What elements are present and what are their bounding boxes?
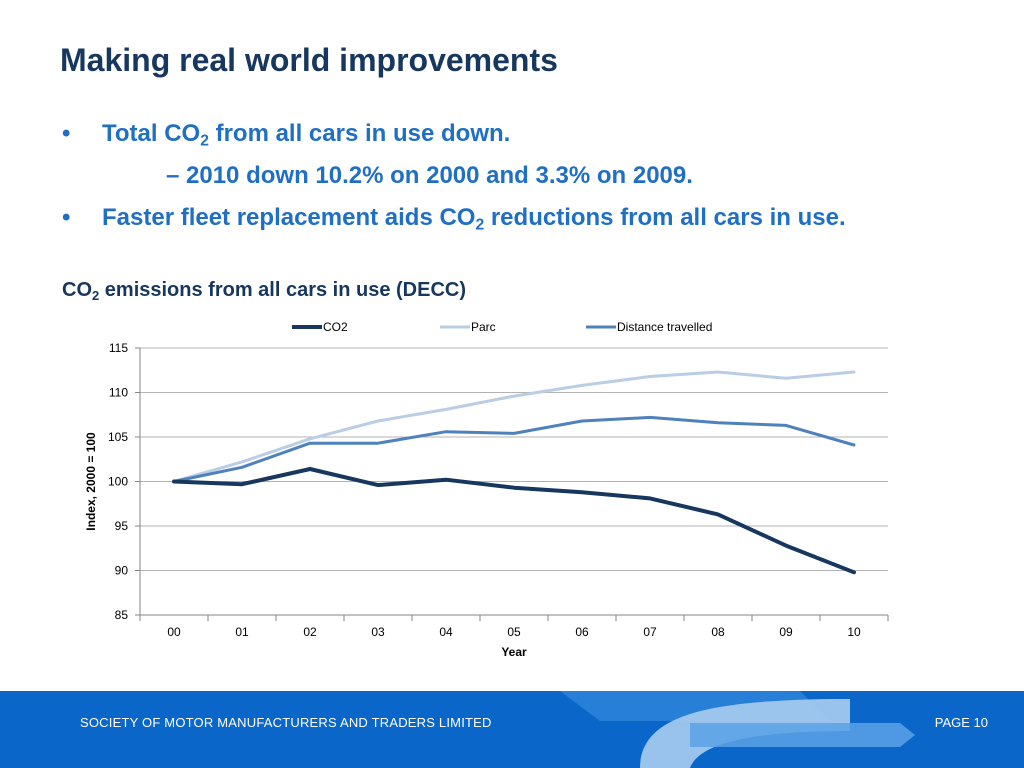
y-tick-label: 95 bbox=[115, 519, 129, 533]
chart-title-after: emissions from all cars in use (DECC) bbox=[99, 279, 467, 301]
bullet-text-before: Faster fleet replacement aids CO bbox=[102, 204, 476, 231]
bullet-dot-icon: • bbox=[62, 120, 71, 147]
x-tick-label: 08 bbox=[711, 625, 725, 639]
series-line-distance-travelled bbox=[172, 415, 856, 483]
y-tick-label: 85 bbox=[115, 608, 129, 622]
series-line-parc bbox=[172, 370, 856, 483]
y-tick-label: 90 bbox=[115, 564, 129, 578]
x-tick-label: 01 bbox=[235, 625, 249, 639]
y-axis-label: Index, 2000 = 100 bbox=[84, 432, 98, 531]
x-tick-label: 09 bbox=[779, 625, 793, 639]
slide-title: Making real world improvements bbox=[60, 42, 558, 78]
footer-bar: SOCIETY OF MOTOR MANUFACTURERS AND TRADE… bbox=[0, 691, 1024, 768]
bullet-subscript: 2 bbox=[200, 132, 209, 150]
y-tick-label: 100 bbox=[108, 475, 128, 489]
y-tick-label: 105 bbox=[108, 430, 128, 444]
bullet-subscript: 2 bbox=[475, 216, 485, 234]
x-tick-label: 04 bbox=[439, 625, 453, 639]
y-tick-label: 110 bbox=[109, 386, 128, 400]
legend-label: CO2 bbox=[323, 320, 348, 334]
bullet-text-after: reductions from all cars in use. bbox=[484, 204, 846, 231]
legend-label: Distance travelled bbox=[617, 320, 712, 334]
bullet-text: Faster fleet replacement aids CO2 reduct… bbox=[102, 204, 846, 234]
bullet-text-before: Total CO bbox=[102, 120, 201, 147]
x-tick-label: 03 bbox=[371, 625, 385, 639]
footer-organization: SOCIETY OF MOTOR MANUFACTURERS AND TRADE… bbox=[80, 715, 492, 730]
chart-title: CO2 emissions from all cars in use (DECC… bbox=[62, 279, 466, 302]
sub-bullet: – 2010 down 10.2% on 2000 and 3.3% on 20… bbox=[166, 162, 693, 189]
chart-title-before: CO bbox=[62, 279, 92, 301]
x-tick-label: 10 bbox=[847, 625, 861, 639]
bullet-dot-icon: • bbox=[62, 204, 71, 231]
x-tick-label: 00 bbox=[167, 625, 181, 639]
x-axis-label: Year bbox=[501, 645, 527, 659]
page-number: PAGE 10 bbox=[934, 715, 988, 730]
bullet-text-after: from all cars in use down. bbox=[208, 120, 511, 147]
x-tick-label: 05 bbox=[507, 625, 521, 639]
x-tick-label: 06 bbox=[575, 625, 589, 639]
bullet-text: Total CO2 from all cars in use down. bbox=[102, 120, 511, 150]
chart-title-subscript: 2 bbox=[92, 287, 100, 303]
y-tick-label: 115 bbox=[109, 341, 128, 355]
line-chart: 85 90 95 100 105 110 115 00 01 02 03 04 05 06 07 08 09 10… bbox=[84, 320, 889, 659]
x-tick-label: 02 bbox=[303, 625, 317, 639]
series-line-co2 bbox=[172, 467, 856, 575]
legend-label: Parc bbox=[471, 320, 496, 334]
footer-swoosh-decoration bbox=[560, 691, 915, 768]
x-tick-label: 07 bbox=[643, 625, 657, 639]
